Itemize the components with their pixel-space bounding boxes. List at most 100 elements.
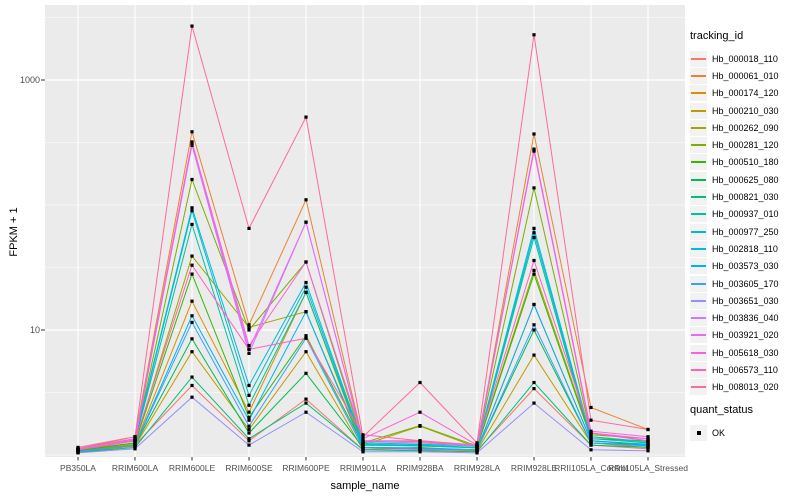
data-point [532, 328, 536, 332]
data-point [475, 443, 479, 447]
data-point [532, 387, 536, 391]
data-point [304, 260, 308, 264]
legend-item-Hb_000174_120: Hb_000174_120 [690, 85, 800, 102]
legend-item-label: Hb_003921_020 [712, 330, 779, 341]
data-point [247, 443, 251, 447]
data-point [190, 24, 194, 28]
square-point-icon [696, 430, 701, 435]
data-point [361, 448, 365, 452]
data-point [646, 435, 650, 439]
data-point [589, 433, 593, 437]
data-point [589, 448, 593, 452]
data-point [190, 350, 194, 354]
legend-item-label: Hb_002818_110 [712, 243, 778, 254]
y-tick-label: 10 [29, 325, 40, 335]
data-point [418, 424, 422, 428]
legend-key [690, 206, 707, 223]
legend-line-swatch [691, 247, 706, 250]
data-point [190, 320, 194, 324]
legend-items: Hb_000018_110 Hb_000061_010 Hb_000174_120 H… [690, 50, 800, 396]
legend-item-Hb_003921_020: Hb_003921_020 [690, 327, 800, 344]
data-point [589, 405, 593, 410]
legend-key [690, 344, 707, 361]
data-point [589, 437, 593, 441]
legend-key [690, 67, 707, 84]
legend-line-swatch [691, 351, 706, 354]
legend-line-swatch [691, 196, 706, 199]
data-point [247, 226, 251, 230]
legend-item-label: Hb_003605_170 [712, 278, 779, 289]
data-point [361, 437, 365, 441]
legend-key [690, 119, 707, 136]
legend-item-Hb_008013_020: Hb_008013_020 [690, 379, 800, 396]
legend-line-swatch [691, 282, 706, 285]
data-point [247, 437, 251, 441]
legend-line-swatch [691, 368, 706, 371]
data-point [304, 280, 308, 285]
data-point [475, 451, 479, 455]
legend-key [690, 361, 707, 378]
legend-line-swatch [691, 144, 706, 147]
data-point [532, 302, 536, 307]
legend-item-label: Hb_003573_030 [712, 261, 779, 272]
data-point [247, 383, 251, 388]
data-point [190, 337, 194, 341]
x-tick-label: PB350LA [60, 463, 96, 473]
legend-line-swatch [691, 299, 706, 302]
data-point [190, 177, 194, 182]
legend-item-label: Hb_008013_020 [712, 382, 779, 393]
data-point [418, 441, 422, 445]
legend-item-label: Hb_003651_030 [712, 295, 779, 306]
data-point [532, 272, 536, 276]
legend-title: tracking_id [690, 30, 744, 42]
legend-line-swatch [691, 57, 706, 60]
legend-item-Hb_000977_250: Hb_000977_250 [690, 223, 800, 240]
data-point [532, 186, 536, 190]
data-point [190, 299, 194, 303]
data-point [304, 198, 308, 202]
tracking-id-legend: tracking_id Hb_000018_110 Hb_000061_010 Hb… [690, 30, 800, 396]
data-point [190, 140, 194, 144]
data-point [190, 263, 194, 267]
data-point [76, 445, 80, 449]
y-axis-title: FPKM + 1 [8, 207, 20, 257]
legend-line-swatch [691, 213, 706, 216]
data-point [589, 439, 593, 443]
data-point [190, 143, 194, 147]
data-point [532, 132, 536, 136]
legend-item-Hb_003605_170: Hb_003605_170 [690, 275, 800, 292]
legend-line-swatch [691, 74, 706, 77]
legend-line-swatch [691, 317, 706, 320]
legend-item-label: Hb_000262_090 [712, 122, 779, 133]
data-point [190, 206, 194, 210]
data-point [133, 437, 137, 441]
data-point [304, 397, 308, 401]
data-point [532, 323, 536, 327]
legend-item-Hb_000821_030: Hb_000821_030 [690, 188, 800, 206]
legend-item-Hb_005618_030: Hb_005618_030 [690, 344, 800, 361]
data-point [361, 450, 365, 454]
data-point [133, 435, 137, 439]
legend-key [690, 171, 707, 188]
data-point [247, 431, 251, 435]
data-point [190, 222, 194, 226]
legend-item-label: Hb_000625_080 [712, 174, 779, 185]
data-point [532, 380, 536, 385]
data-point [532, 235, 536, 240]
quant-status-legend: quant_status OK [690, 404, 800, 441]
data-point [304, 285, 308, 289]
data-point [190, 254, 194, 258]
legend-key [690, 292, 707, 309]
data-point [532, 147, 536, 151]
data-point [646, 427, 650, 432]
data-point [247, 439, 251, 443]
legend-key [690, 310, 707, 327]
data-point [190, 142, 194, 146]
data-point [646, 439, 650, 443]
legend-key [690, 223, 707, 240]
data-point [532, 226, 536, 230]
data-point [304, 350, 308, 354]
legend-key [690, 327, 707, 344]
data-point [589, 441, 593, 445]
data-point [532, 231, 536, 235]
